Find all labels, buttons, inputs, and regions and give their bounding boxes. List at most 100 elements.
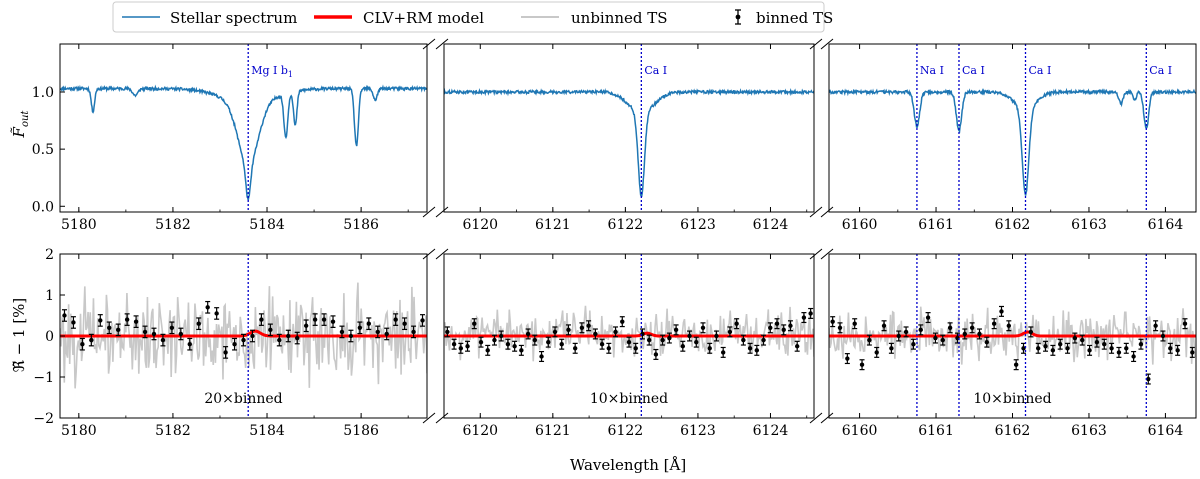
- binned-marker: [196, 321, 201, 326]
- binned-marker: [187, 342, 192, 347]
- binned-point: [1072, 332, 1078, 344]
- line-id-label-sub: 1: [288, 70, 293, 79]
- binned-marker: [321, 317, 327, 322]
- binned-marker: [478, 339, 484, 345]
- panel-frame: [443, 253, 815, 419]
- binned-point: [471, 318, 477, 330]
- x-tick-label: 5182: [155, 423, 191, 439]
- binned-point: [852, 318, 858, 330]
- top-panel-3: Na I Ca I Ca I Ca I 6160 6161 6162 6163 6164: [820, 38, 1197, 233]
- stellar-spectrum-line: [444, 87, 814, 198]
- binned-marker: [458, 346, 464, 351]
- binned-marker: [680, 344, 686, 349]
- binned-marker: [366, 321, 372, 326]
- bottom-panel-plot-area: [444, 254, 814, 418]
- binned-point: [646, 334, 652, 346]
- binned-point: [294, 331, 300, 345]
- binned-marker: [830, 319, 835, 324]
- binned-marker: [687, 333, 692, 339]
- binned-point: [498, 330, 504, 342]
- binned-marker: [241, 337, 246, 343]
- binned-point: [223, 346, 229, 359]
- binned-marker: [559, 342, 564, 347]
- axis-break-mark: [435, 206, 449, 218]
- binned-marker: [1006, 323, 1012, 328]
- axis-break-mark: [422, 38, 436, 50]
- bottom-panel-plot-area: [829, 254, 1196, 418]
- binned-point: [1175, 344, 1181, 356]
- binned-marker: [277, 337, 282, 343]
- binned-point: [196, 317, 202, 331]
- binned-marker: [214, 311, 219, 316]
- binned-marker: [472, 321, 477, 326]
- binned-point: [552, 326, 558, 338]
- binned-point: [713, 330, 719, 342]
- axis-break-mark: [422, 248, 436, 260]
- axis-break-mark: [435, 248, 449, 260]
- binned-marker: [532, 337, 538, 343]
- binned-point: [1035, 342, 1041, 354]
- legend-model-label: CLV+RM model: [363, 9, 484, 27]
- binned-point: [465, 340, 471, 352]
- binned-point: [276, 333, 282, 347]
- binned-marker: [160, 337, 166, 343]
- binned-marker: [546, 339, 551, 345]
- binned-point: [947, 322, 953, 334]
- binned-point: [115, 323, 121, 337]
- binned-marker: [525, 331, 531, 337]
- binned-point: [285, 329, 291, 343]
- binned-point: [586, 320, 592, 332]
- binned-point: [666, 332, 672, 344]
- binned-marker: [881, 323, 887, 328]
- binned-point: [874, 346, 880, 358]
- binned-marker: [205, 305, 210, 310]
- legend-unbinned-label: unbinned TS: [571, 9, 668, 27]
- binned-point: [903, 326, 909, 338]
- x-tick-label: 5186: [343, 423, 379, 439]
- binned-marker: [80, 342, 85, 347]
- top-panel-1: Mg I b1 5180 5182 5184 5186 0.0 0.5 1.0: [32, 38, 436, 233]
- binned-marker: [579, 325, 585, 330]
- axis-break-mark: [809, 412, 823, 424]
- x-tick-label: 6160: [842, 423, 878, 439]
- axis-break-mark: [435, 412, 449, 424]
- binned-point: [626, 336, 632, 348]
- binned-point: [844, 353, 850, 365]
- x-tick-label: 5180: [61, 423, 97, 439]
- binned-marker: [707, 346, 712, 351]
- line-id-label-main: Ca I: [962, 64, 985, 77]
- binned-marker: [874, 350, 879, 355]
- binned-point: [830, 316, 836, 328]
- binned-marker: [593, 331, 598, 337]
- binned-marker: [1094, 339, 1100, 345]
- binned-marker: [1168, 346, 1173, 351]
- binned-point: [321, 313, 327, 326]
- binned-marker: [673, 327, 679, 333]
- top-panel-plot-area: [60, 44, 427, 212]
- binned-point: [1138, 338, 1144, 350]
- binned-point: [734, 318, 740, 330]
- binned-point: [1065, 342, 1071, 354]
- binned-marker: [1050, 348, 1056, 353]
- binned-marker: [115, 327, 121, 333]
- binned-marker: [375, 329, 380, 335]
- legend-box: [112, 1, 825, 33]
- binned-marker: [572, 346, 578, 351]
- binned-marker: [586, 323, 591, 328]
- binned-point: [761, 334, 767, 346]
- binned-point: [781, 324, 787, 336]
- binned-point: [124, 313, 130, 326]
- binned-point: [1189, 346, 1195, 358]
- binned-point: [998, 305, 1004, 317]
- binned-point: [61, 309, 67, 322]
- binned-marker: [451, 342, 457, 347]
- binned-marker: [445, 329, 450, 335]
- binned-point: [106, 321, 112, 335]
- binned-point: [1006, 320, 1012, 332]
- binned-marker: [539, 354, 544, 359]
- binned-marker: [918, 327, 923, 333]
- binned-point: [837, 322, 843, 334]
- binned-point: [613, 326, 619, 338]
- x-tick-label: 6120: [462, 423, 498, 439]
